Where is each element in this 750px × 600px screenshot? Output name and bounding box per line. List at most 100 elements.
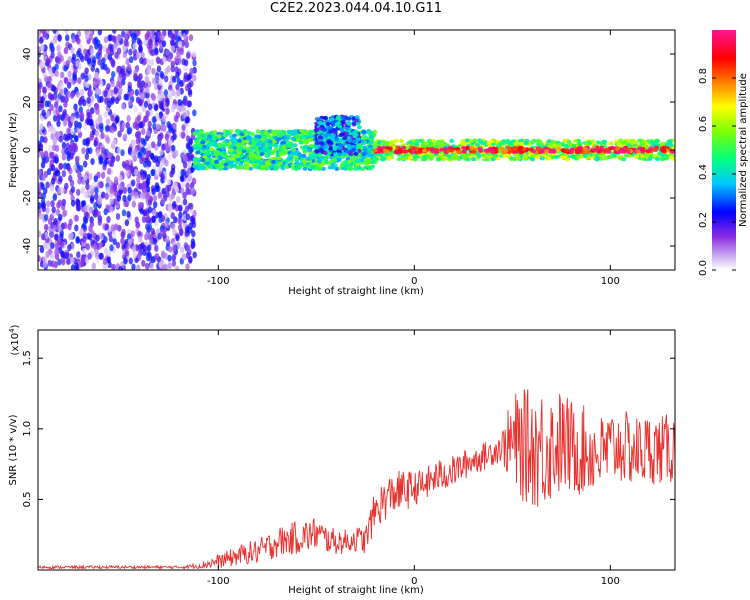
spectrogram-cell-0 <box>38 82 43 89</box>
spectrogram-cell-0 <box>167 153 172 161</box>
spectrogram-cell-1 <box>245 163 251 168</box>
spectrogram-cell-4 <box>377 145 382 150</box>
spectrogram-cell-0 <box>171 103 177 111</box>
spectrogram-cell-3 <box>546 139 552 144</box>
spectrogram-cell-2 <box>340 119 346 124</box>
spectrogram-cell-0 <box>94 72 99 80</box>
spectrogram-y-tick-label: -40 <box>22 238 33 254</box>
spectrogram-cell-0 <box>64 252 69 260</box>
spectrogram-cell-1 <box>195 140 201 145</box>
spectrogram-cell-3 <box>577 141 583 146</box>
spectrogram-cell-3 <box>640 154 646 159</box>
snr-x-ticks: -100 0 100 <box>207 330 620 587</box>
spectrogram-cell-1 <box>294 158 300 163</box>
spectrogram-cell-1 <box>250 157 256 162</box>
spectrogram-cell-0 <box>61 210 67 218</box>
spectrogram-cell-1 <box>255 129 261 134</box>
spectrogram-cell-3 <box>637 138 643 143</box>
spectrogram-cell-0 <box>54 101 59 109</box>
spectrogram-cell-0 <box>104 97 109 105</box>
spectrogram-cell-1 <box>253 137 258 142</box>
spectrogram-cell-0 <box>93 209 99 217</box>
spectrogram-cell-1 <box>370 159 376 164</box>
spectrogram-cell-2 <box>333 152 339 157</box>
spectrogram-cell-0 <box>185 263 190 270</box>
spectrogram-cell-0 <box>71 36 76 44</box>
spectrogram-cell-0 <box>169 170 174 178</box>
spectrogram-cell-2 <box>354 115 360 120</box>
spectrogram-cell-3 <box>634 154 640 159</box>
spectrogram-cell-0 <box>50 252 55 260</box>
spectrogram-cell-2 <box>323 133 329 138</box>
spectrogram-cell-0 <box>127 127 132 135</box>
spectrogram-cell-0 <box>131 139 136 147</box>
spectrogram-cell-0 <box>170 192 175 200</box>
spectrogram-cell-0 <box>149 59 155 66</box>
spectrogram-cell-0 <box>79 227 84 235</box>
spectrogram-cell-0 <box>127 64 132 71</box>
spectrogram-cell-0 <box>146 173 151 181</box>
spectrogram-cell-0 <box>96 77 101 85</box>
spectrogram-cell-2 <box>314 141 320 146</box>
spectrogram-cell-1 <box>272 129 278 134</box>
spectrogram-cell-0 <box>101 57 106 65</box>
spectrogram-cell-1 <box>212 130 218 135</box>
colorbar: 0.0 0.2 0.4 0.6 0.8 Normalized spectral ampl… <box>698 30 749 276</box>
spectrogram-cell-0 <box>161 187 166 195</box>
spectrogram-cell-0 <box>56 57 62 65</box>
spectrogram-cell-0 <box>131 200 136 208</box>
spectrogram-cell-0 <box>175 71 180 79</box>
spectrogram-cell-0 <box>125 242 130 250</box>
spectrogram-cell-0 <box>103 36 109 44</box>
spectrogram-cell-1 <box>200 133 206 138</box>
spectrogram-cell-3 <box>399 138 404 143</box>
spectrogram-cell-0 <box>75 60 80 68</box>
spectrogram-cell-0 <box>55 248 60 256</box>
spectrogram-cell-0 <box>133 105 138 113</box>
spectrogram-cell-0 <box>77 121 82 129</box>
spectrogram-cell-0 <box>130 165 135 173</box>
spectrogram-cell-0 <box>154 253 160 261</box>
spectrogram-cell-0 <box>177 217 182 224</box>
spectrogram-cell-0 <box>38 185 42 193</box>
spectrogram-cell-3 <box>633 140 639 145</box>
spectrogram-cell-0 <box>160 33 165 41</box>
spectrogram-cell-0 <box>131 245 137 253</box>
spectrogram-cell-0 <box>137 235 143 243</box>
spectrogram-cell-2 <box>344 126 350 131</box>
spectrogram-cell-0 <box>121 228 126 236</box>
spectrogram-cell-0 <box>165 49 170 56</box>
spectrogram-cell-0 <box>79 111 85 119</box>
spectrogram-cell-0 <box>160 229 165 237</box>
spectrogram-cell-3 <box>608 141 614 146</box>
spectrogram-cell-0 <box>140 173 146 181</box>
spectrogram-cell-0 <box>94 187 99 195</box>
colorbar-tick-label: 0.8 <box>698 68 709 84</box>
spectrogram-cell-0 <box>70 264 76 270</box>
spectrogram-cell-4 <box>564 148 570 153</box>
spectrogram-cell-0 <box>123 39 129 47</box>
spectrogram-cell-0 <box>191 230 196 238</box>
spectrogram-cell-3 <box>659 141 665 146</box>
spectrogram-cell-0 <box>72 164 78 172</box>
spectrogram-cell-0 <box>176 57 182 65</box>
spectrogram-cell-1 <box>315 165 321 170</box>
spectrogram-cell-0 <box>51 177 56 185</box>
spectrogram-cell-0 <box>72 143 77 151</box>
spectrogram-cell-0 <box>58 175 63 183</box>
spectrogram-cell-0 <box>191 177 197 185</box>
spectrogram-cell-3 <box>413 142 419 147</box>
spectrogram-cell-0 <box>147 143 152 151</box>
spectrogram-cell-0 <box>168 125 173 133</box>
spectrogram-cell-0 <box>179 48 184 56</box>
spectrogram-cell-1 <box>229 156 235 161</box>
spectrogram-cell-0 <box>59 241 64 249</box>
spectrogram-cell-0 <box>93 175 99 183</box>
spectrogram-cell-1 <box>232 146 238 150</box>
spectrogram-cell-0 <box>148 41 153 49</box>
spectrogram-cell-0 <box>112 238 117 246</box>
spectrogram-cell-0 <box>118 183 123 191</box>
spectrogram-y-tick-label: 20 <box>22 96 33 109</box>
spectrogram-cell-0 <box>65 60 70 67</box>
spectrogram-cell-0 <box>141 216 147 223</box>
